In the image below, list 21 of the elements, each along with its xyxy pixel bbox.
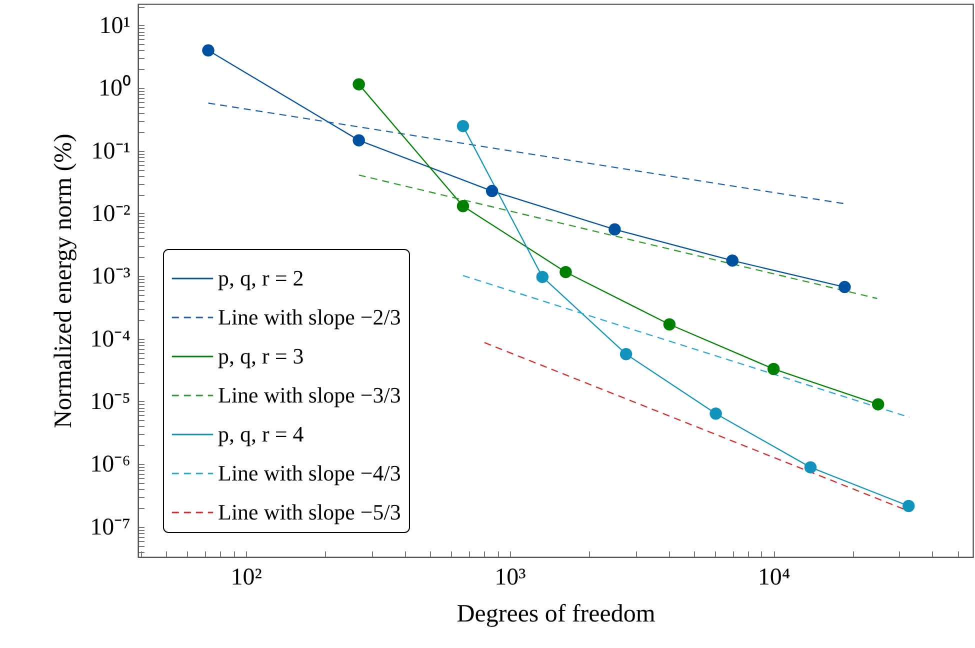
legend-label: Line with slope −2/3 [218, 304, 401, 330]
x-tick-label: 10⁴ [758, 564, 790, 590]
y-tick-label: 10⁻⁵ [90, 388, 130, 415]
x-axis-title: Degrees of freedom [456, 600, 656, 628]
legend-label: p, q, r = 4 [218, 422, 304, 446]
y-tick-label: 10⁻⁶ [90, 452, 130, 478]
y-tick-label: 10⁰ [98, 74, 130, 102]
y-tick-label: 10⁻⁷ [90, 514, 130, 540]
y-tick-label: 10⁻² [91, 200, 130, 227]
legend-label: Line with slope −3/3 [218, 382, 401, 408]
x-tick-label: 10² [230, 564, 262, 590]
y-tick-label: 10¹ [99, 12, 130, 39]
y-tick-label: 10⁻³ [91, 264, 130, 290]
y-tick-label: 10⁻⁴ [90, 326, 130, 352]
legend-label: Line with slope −5/3 [218, 500, 401, 524]
y-tick-label: 10⁻¹ [91, 138, 130, 164]
y-axis-title: Normalized energy norm (%) [50, 134, 78, 428]
legend-label: p, q, r = 3 [218, 344, 304, 368]
legend-label: Line with slope −4/3 [218, 460, 401, 486]
x-tick-label: 10³ [494, 564, 526, 590]
legend-label: p, q, r = 2 [218, 266, 304, 290]
